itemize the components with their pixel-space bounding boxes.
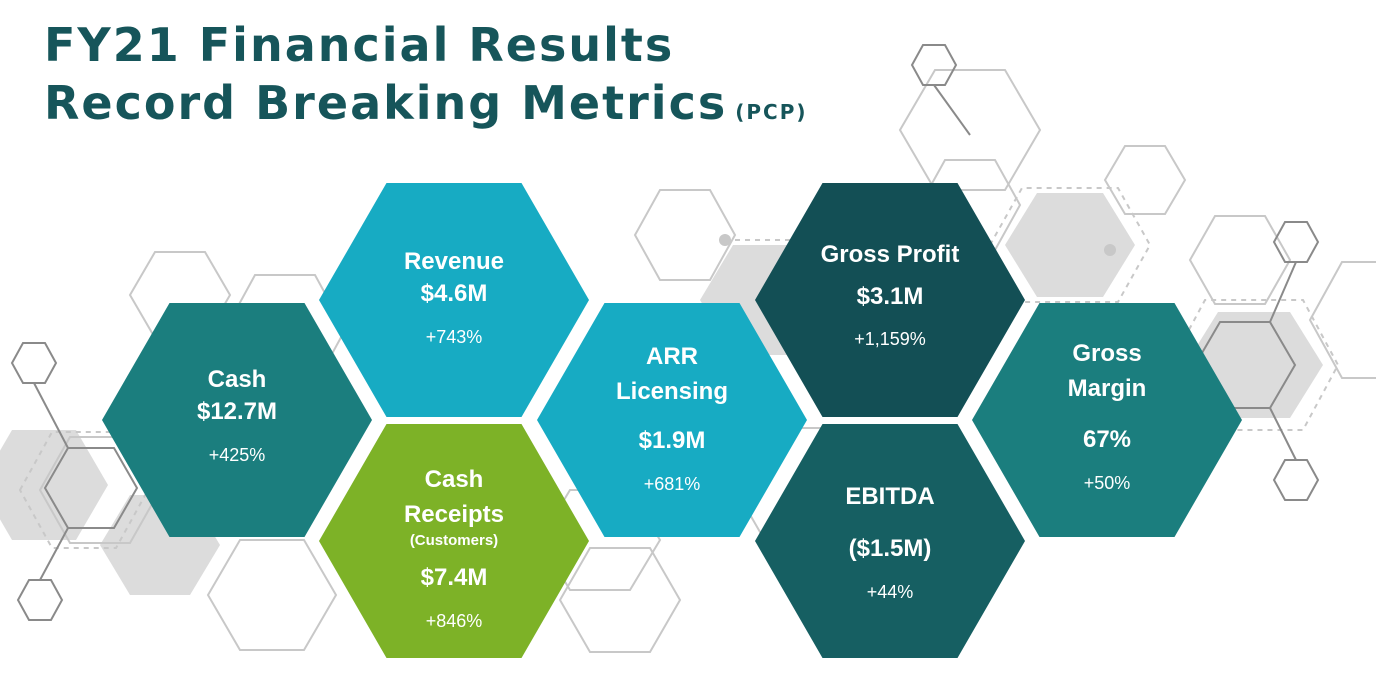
cash-change: +425% (208, 445, 266, 465)
hex-cash: Cash $12.7M +425% (102, 303, 372, 537)
hex-ebitda: EBITDA ($1.5M) +44% (755, 424, 1025, 658)
ebitda-change: +44% (866, 582, 914, 602)
cash-label: Cash (207, 366, 267, 393)
hex-cash-receipts: Cash Receipts (Customers) $7.4M +846% (319, 424, 589, 658)
hex-gross-profit: Gross Profit $3.1M +1,159% (755, 183, 1025, 417)
cash-receipts-note: (Customers) (409, 532, 499, 549)
ebitda-value: ($1.5M) (848, 535, 932, 562)
gross-profit-label: Gross Profit (820, 241, 960, 268)
page-title: FY21 Financial Results (44, 18, 675, 72)
arr-change: +681% (643, 474, 701, 494)
gross-margin-value: 67% (1082, 426, 1132, 453)
cash-receipts-value: $7.4M (420, 564, 488, 591)
gross-profit-change: +1,159% (854, 329, 926, 349)
revenue-label: Revenue (403, 248, 505, 275)
cash-receipts-change: +846% (425, 611, 483, 631)
hex-arr-licensing: ARR Licensing $1.9M +681% (537, 303, 807, 537)
gross-margin-change: +50% (1083, 473, 1131, 493)
gross-margin-label-line1: Gross (1072, 340, 1142, 367)
subtitle-text: Record Breaking Metrics (44, 76, 728, 130)
cash-receipts-label-line2: Receipts (403, 501, 505, 528)
revenue-change: +743% (425, 327, 483, 347)
arr-label-line1: ARR (646, 343, 698, 370)
arr-label-line2: Licensing (615, 378, 729, 405)
ebitda-label: EBITDA (845, 483, 935, 510)
pcp-qualifier: (PCP) (735, 100, 808, 124)
cash-value: $12.7M (196, 398, 278, 425)
cash-receipts-label-line1: Cash (424, 466, 484, 493)
page-subtitle: Record Breaking Metrics (PCP) (44, 80, 808, 126)
gross-profit-value: $3.1M (856, 283, 924, 310)
arr-value: $1.9M (638, 427, 706, 454)
hex-gross-margin: Gross Margin 67% +50% (972, 303, 1242, 537)
revenue-value: $4.6M (420, 280, 488, 307)
hex-revenue: Revenue $4.6M +743% (319, 183, 589, 417)
gross-margin-label-line2: Margin (1067, 375, 1147, 402)
